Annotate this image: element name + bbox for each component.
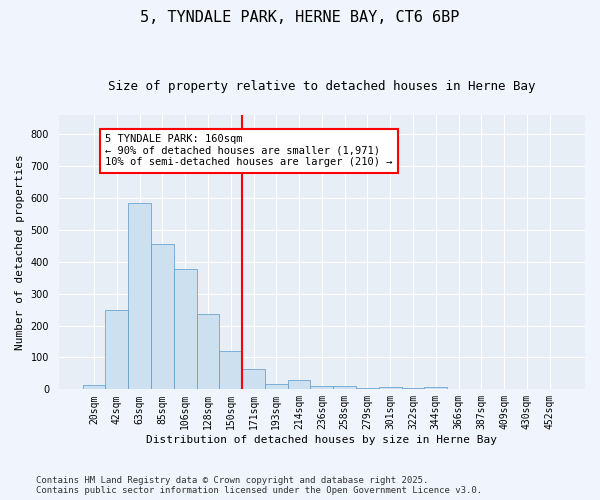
Bar [424,387,447,390]
Bar [174,269,197,390]
Bar [106,310,128,390]
Bar [379,387,401,390]
Bar [288,380,310,390]
Bar [128,202,151,390]
Bar [356,388,379,390]
Bar [401,388,424,390]
Bar [197,314,220,390]
Bar [151,244,174,390]
Bar [310,386,333,390]
Text: 5, TYNDALE PARK, HERNE BAY, CT6 6BP: 5, TYNDALE PARK, HERNE BAY, CT6 6BP [140,10,460,25]
Bar [333,386,356,390]
Text: 5 TYNDALE PARK: 160sqm
← 90% of detached houses are smaller (1,971)
10% of semi-: 5 TYNDALE PARK: 160sqm ← 90% of detached… [106,134,393,168]
Text: Contains HM Land Registry data © Crown copyright and database right 2025.
Contai: Contains HM Land Registry data © Crown c… [36,476,482,495]
X-axis label: Distribution of detached houses by size in Herne Bay: Distribution of detached houses by size … [146,435,497,445]
Title: Size of property relative to detached houses in Herne Bay: Size of property relative to detached ho… [108,80,536,93]
Y-axis label: Number of detached properties: Number of detached properties [15,154,25,350]
Bar [220,351,242,390]
Bar [242,368,265,390]
Bar [83,384,106,390]
Bar [493,388,515,390]
Bar [265,384,288,390]
